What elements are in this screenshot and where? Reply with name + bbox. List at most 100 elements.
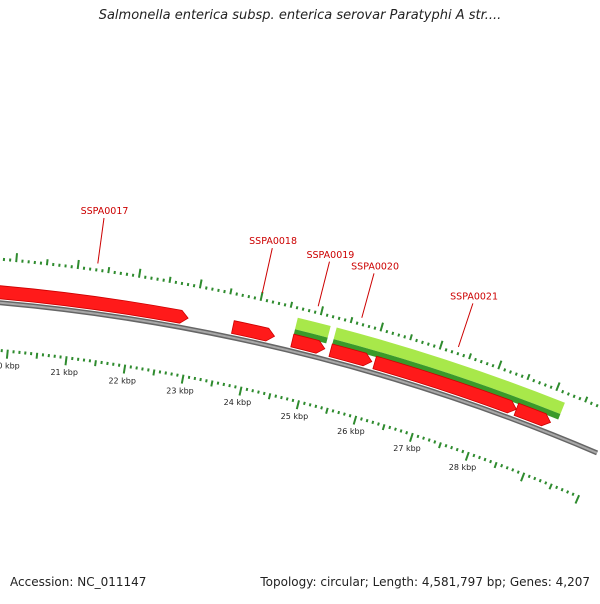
outer-tick	[333, 315, 334, 318]
inner-tick	[418, 435, 419, 438]
inner-tick	[401, 430, 402, 433]
topology-text: Topology: circular; Length: 4,581,797 bp…	[260, 575, 590, 589]
inner-tick	[310, 403, 311, 406]
outer-tick	[434, 345, 435, 348]
inner-tick	[545, 482, 546, 485]
inner-tick	[562, 488, 563, 491]
outer-tick	[163, 279, 164, 282]
outer-tick	[321, 306, 323, 315]
inner-tick	[229, 384, 230, 387]
outer-tick	[303, 308, 304, 311]
outer-tick	[127, 273, 128, 276]
outer-tick	[157, 278, 158, 281]
outer-tick	[568, 393, 569, 396]
inner-tick	[466, 452, 469, 461]
inner-tick	[372, 421, 373, 424]
inner-tick	[148, 368, 149, 371]
outer-tick	[522, 375, 523, 378]
inner-tick	[423, 437, 424, 440]
outer-tick	[585, 397, 587, 403]
gene-label: SSPA0019	[306, 250, 354, 261]
inner-tick	[429, 439, 430, 442]
inner-tick	[321, 406, 322, 409]
inner-tick	[177, 374, 178, 377]
outer-tick	[504, 369, 505, 372]
inner-tick	[142, 368, 143, 371]
outer-tick	[446, 348, 447, 351]
outer-tick	[545, 384, 546, 387]
outer-tick	[297, 306, 298, 309]
outer-tick	[562, 390, 563, 393]
inner-tick	[529, 475, 530, 478]
inner-tick	[264, 392, 265, 395]
inner-tick	[383, 424, 385, 430]
inner-tick	[218, 382, 219, 385]
outer-tick	[176, 281, 177, 284]
inner-tick	[389, 426, 390, 429]
outer-tick	[139, 269, 140, 278]
outer-tick	[78, 260, 79, 269]
outer-tick	[218, 289, 219, 292]
outer-tick	[206, 287, 207, 290]
scale-label: 20 kbp	[0, 362, 20, 371]
inner-tick	[350, 414, 351, 417]
outer-tick	[493, 364, 494, 367]
outer-tick	[200, 280, 202, 289]
outer-tick	[386, 330, 387, 333]
inner-tick	[550, 484, 552, 490]
outer-tick	[345, 319, 346, 322]
inner-tick	[206, 379, 207, 382]
outer-tick	[527, 374, 529, 380]
outer-tick	[273, 301, 274, 304]
outer-tick	[574, 395, 575, 398]
outer-tick	[440, 341, 443, 350]
outer-tick	[267, 299, 268, 302]
outer-tick	[591, 402, 592, 405]
inner-tick	[66, 356, 67, 365]
inner-tick	[354, 416, 357, 425]
scale-label: 21 kbp	[50, 368, 78, 377]
inner-tick	[439, 442, 441, 448]
outer-tick	[242, 294, 243, 297]
inner-tick	[124, 365, 125, 374]
outer-tick	[404, 335, 405, 338]
inner-tick	[281, 396, 282, 399]
gene-label-leader	[262, 248, 272, 293]
inner-tick	[119, 364, 120, 367]
inner-tick	[540, 479, 541, 482]
inner-tick	[200, 378, 201, 381]
inner-tick	[518, 471, 519, 474]
outer-tick	[516, 373, 517, 376]
outer-tick	[416, 339, 417, 342]
inner-tick	[211, 381, 212, 387]
inner-tick	[378, 423, 379, 426]
outer-tick	[556, 383, 559, 391]
outer-tick	[291, 302, 292, 308]
outer-tick	[375, 327, 376, 330]
inner-tick	[326, 408, 328, 414]
gene-label: SSPA0018	[249, 236, 297, 247]
scale-label: 25 kbp	[281, 412, 309, 421]
inner-tick	[406, 431, 407, 434]
outer-tick	[315, 311, 316, 314]
inner-tick	[534, 477, 535, 480]
inner-tick	[576, 495, 580, 503]
outer-tick	[510, 371, 511, 374]
inner-tick	[446, 444, 447, 447]
scale-label: 27 kbp	[393, 444, 421, 453]
gene-label: SSPA0021	[450, 292, 498, 303]
outer-tick	[498, 361, 501, 370]
inner-tick	[287, 398, 288, 401]
inner-tick	[275, 395, 276, 398]
outer-tick	[475, 358, 476, 361]
scale-label: 24 kbp	[224, 398, 252, 407]
outer-tick	[487, 362, 488, 365]
inner-tick	[567, 491, 568, 494]
outer-tick	[194, 284, 195, 287]
inner-tick	[224, 383, 225, 386]
inner-tick	[395, 428, 396, 431]
inner-tick	[495, 462, 497, 468]
inner-tick	[410, 433, 413, 442]
outer-tick	[224, 290, 225, 293]
